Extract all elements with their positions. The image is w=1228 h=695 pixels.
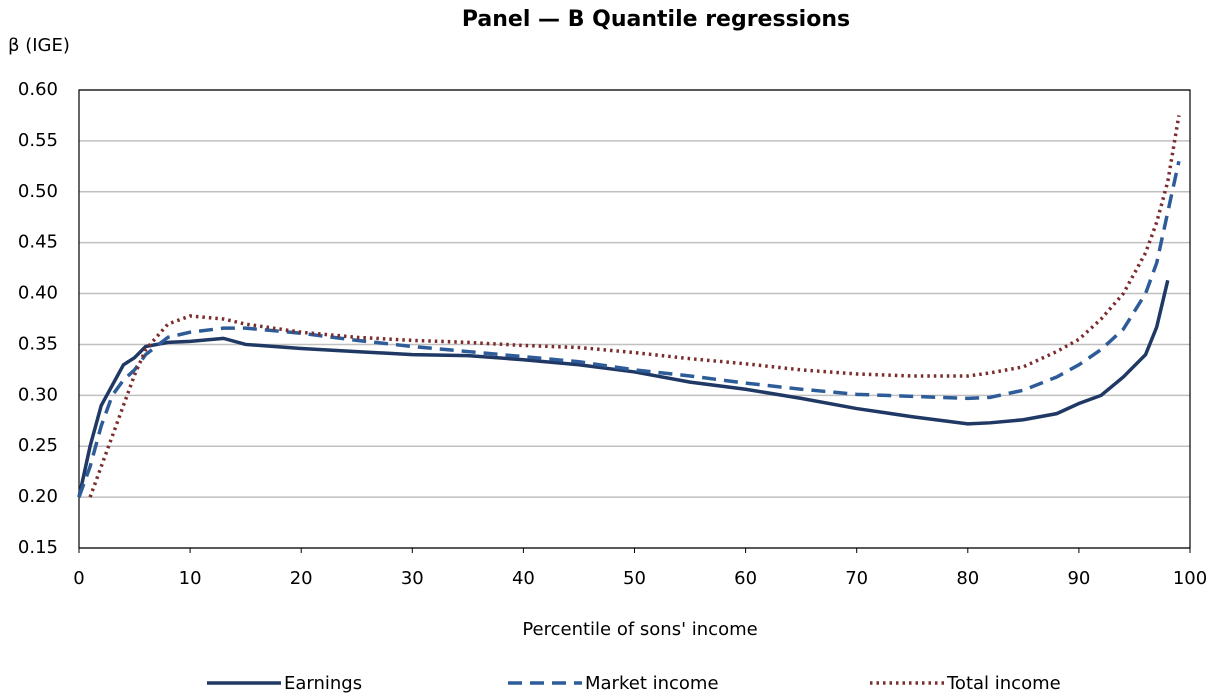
y-tick-label: 0.40 [18, 283, 58, 304]
series-line [77, 160, 1181, 498]
y-tick-label: 0.60 [18, 79, 58, 100]
y-tick-label: 0.15 [18, 537, 58, 558]
plot-frame [78, 89, 1191, 549]
series-line [88, 115, 1181, 498]
x-tick-label: 80 [956, 568, 979, 589]
x-tick-label: 10 [179, 568, 202, 589]
x-tick-label: 50 [623, 568, 646, 589]
legend-label: Earnings [284, 673, 362, 694]
x-tick-label: 20 [290, 568, 313, 589]
y-tick-label: 0.25 [18, 435, 58, 456]
series-line [77, 279, 1170, 498]
x-tick-label: 90 [1067, 568, 1090, 589]
x-axis-label: Percentile of sons' income [522, 619, 757, 640]
y-tick-label: 0.50 [18, 181, 58, 202]
y-tick-label: 0.55 [18, 130, 58, 151]
y-tick-label: 0.20 [18, 486, 58, 507]
x-tick-label: 60 [734, 568, 757, 589]
x-tick-label: 30 [401, 568, 424, 589]
x-tick-label: 0 [73, 568, 84, 589]
chart-title: Panel — B Quantile regressions [462, 7, 850, 32]
x-tick-label: 100 [1173, 568, 1207, 589]
x-tick-label: 40 [512, 568, 535, 589]
y-tick-label: 0.30 [18, 384, 58, 405]
y-tick-label: 0.35 [18, 333, 58, 354]
y-axis-label: β (IGE) [8, 35, 70, 56]
legend-label: Market income [585, 673, 719, 694]
x-tick-label: 70 [845, 568, 868, 589]
legend-label: Total income [946, 673, 1061, 694]
y-tick-label: 0.45 [18, 232, 58, 253]
